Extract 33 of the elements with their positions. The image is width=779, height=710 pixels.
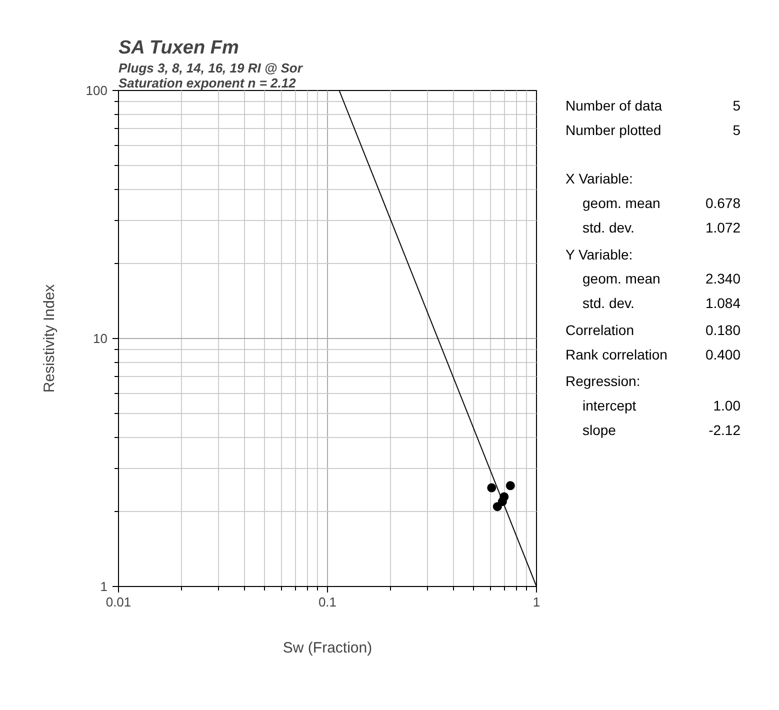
text: Rank correlation bbox=[566, 346, 668, 362]
text: std. dev. bbox=[582, 220, 634, 236]
chart-title: SA Tuxen Fm bbox=[118, 38, 239, 58]
text: geom. mean bbox=[582, 270, 660, 287]
text: 5 bbox=[732, 98, 741, 114]
text: -2.12 bbox=[708, 422, 741, 438]
text: 2.340 bbox=[705, 270, 741, 287]
text: 5 bbox=[732, 122, 741, 138]
text: 1.084 bbox=[705, 295, 741, 312]
y-tick-label: 10 bbox=[93, 331, 108, 346]
text: 1.072 bbox=[705, 220, 741, 236]
y-tick-label: 1 bbox=[100, 579, 108, 594]
text: 0.180 bbox=[705, 322, 741, 338]
text: geom. mean bbox=[582, 195, 660, 212]
text: Regression: bbox=[566, 373, 640, 390]
text: Number of data bbox=[566, 98, 662, 114]
text: std. dev. bbox=[582, 295, 634, 312]
text: 0.400 bbox=[705, 346, 741, 362]
text: 0.678 bbox=[705, 195, 741, 212]
x-tick-label: 1 bbox=[532, 594, 540, 610]
x-axis-title: Sw (Fraction) bbox=[282, 640, 372, 656]
text: Number plotted bbox=[566, 122, 662, 138]
text: slope bbox=[582, 422, 616, 438]
x-tick-label: 0.1 bbox=[318, 594, 337, 610]
text: Y Variable: bbox=[566, 246, 633, 262]
text: Correlation bbox=[566, 322, 634, 338]
x-tick-label: 0.01 bbox=[106, 594, 132, 610]
y-axis-title: Resistivity Index bbox=[40, 284, 58, 393]
text: intercept bbox=[582, 398, 636, 414]
chart-subtitle: Plugs 3, 8, 14, 16, 19 RI @ Sor Saturation exponent n = 2.12 bbox=[118, 60, 304, 90]
y-tick-label: 100 bbox=[86, 83, 108, 98]
text: X Variable: bbox=[566, 170, 633, 187]
text: 1.00 bbox=[713, 398, 741, 414]
